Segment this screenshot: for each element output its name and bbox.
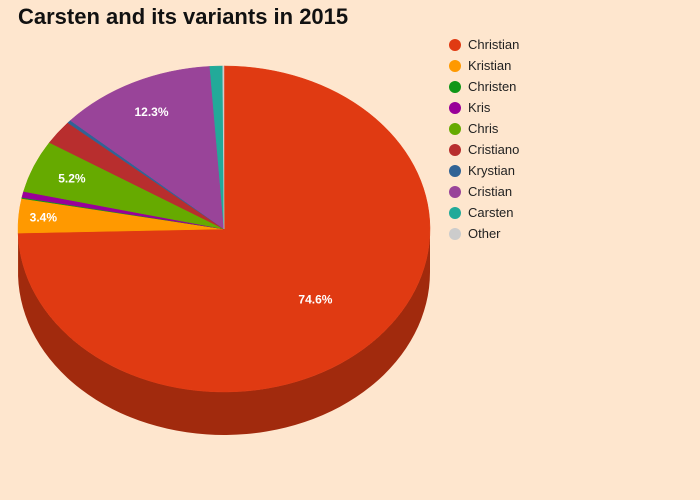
legend-swatch (449, 122, 461, 135)
legend-item-christen[interactable]: Christen (449, 76, 519, 97)
legend-swatch (449, 206, 461, 219)
legend-swatch (449, 101, 461, 114)
legend-label: Cristian (468, 184, 513, 199)
legend-label: Kristian (468, 58, 512, 73)
data-label-christian: 74.6% (298, 293, 332, 307)
legend-item-kris[interactable]: Kris (449, 97, 519, 118)
legend: Christian Kristian Christen Kris Chris Cristi… (449, 34, 519, 244)
data-label-kristian: 3.4% (30, 210, 58, 224)
legend-label: Other (468, 226, 501, 241)
legend-label: Christen (468, 79, 517, 94)
data-label-chris: 5.2% (58, 172, 86, 186)
legend-label: Chris (468, 121, 499, 136)
legend-label: Cristiano (468, 142, 520, 157)
legend-label: Krystian (468, 163, 515, 178)
legend-swatch (449, 185, 461, 198)
legend-swatch (449, 80, 461, 93)
chart-title: Carsten and its variants in 2015 (18, 4, 349, 29)
legend-label: Carsten (468, 205, 514, 220)
legend-item-chris[interactable]: Chris (449, 118, 519, 139)
legend-swatch (449, 227, 461, 240)
pie-slice-other[interactable] (222, 65, 225, 230)
legend-swatch (449, 143, 461, 156)
pie-side-christian (18, 229, 430, 436)
pie-depth (18, 229, 430, 436)
legend-item-cristian[interactable]: Cristian (449, 181, 519, 202)
legend-label: Kris (468, 100, 491, 115)
legend-item-krystian[interactable]: Krystian (449, 160, 519, 181)
legend-item-christian[interactable]: Christian (449, 34, 519, 55)
legend-swatch (449, 164, 461, 177)
legend-label: Christian (468, 37, 520, 52)
legend-item-carsten[interactable]: Carsten (449, 202, 519, 223)
legend-swatch (449, 59, 461, 72)
pie-slice-cristian[interactable] (69, 66, 225, 230)
legend-swatch (449, 38, 461, 51)
legend-item-other[interactable]: Other (449, 223, 519, 244)
legend-item-kristian[interactable]: Kristian (449, 55, 519, 76)
legend-item-cristiano[interactable]: Cristiano (449, 139, 519, 160)
data-label-cristian: 12.3% (134, 105, 168, 119)
